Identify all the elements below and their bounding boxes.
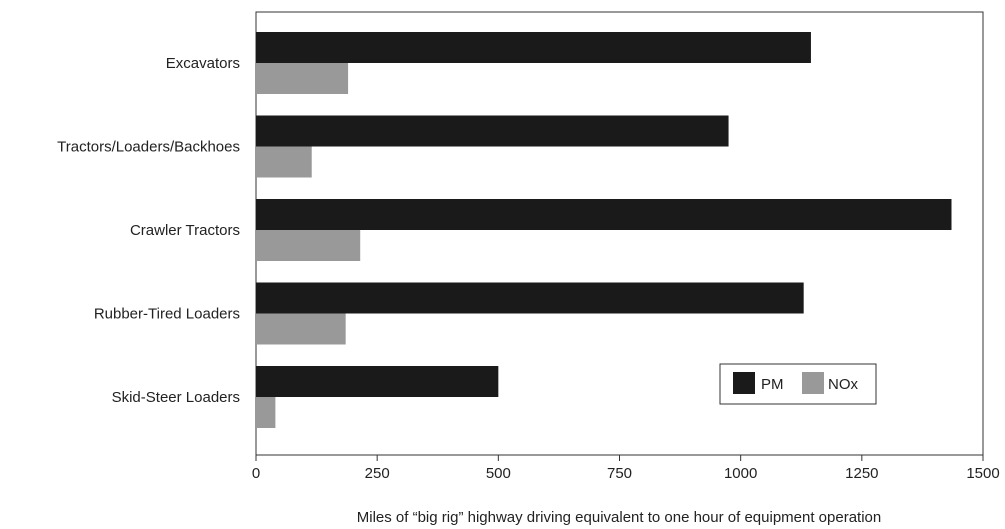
legend-label-pm: PM [761, 376, 784, 393]
category-labels: Excavators Tractors/Loaders/Backhoes Crawl… [57, 55, 240, 406]
bar-rubber-tired-loaders-nox [256, 313, 346, 345]
bar-rubber-tired-loaders-pm [256, 282, 804, 314]
legend: PM NOx [719, 363, 877, 405]
x-tick-label-500: 500 [486, 465, 511, 482]
bar-excavators-nox [256, 63, 349, 94]
x-tick-label-1000: 1000 [724, 465, 757, 482]
legend-swatch-pm [733, 372, 755, 394]
x-tick-label-1500: 1500 [966, 465, 999, 482]
x-axis-ticks: 0 250 500 750 1000 1250 1500 [252, 455, 1000, 482]
category-label-crawler-tractors: Crawler Tractors [130, 222, 240, 239]
x-tick-label-750: 750 [607, 465, 632, 482]
legend-label-nox: NOx [828, 376, 859, 393]
bars-group [256, 32, 952, 428]
category-label-skid-steer-loaders: Skid-Steer Loaders [112, 389, 240, 406]
category-label-rubber-tired-loaders: Rubber-Tired Loaders [94, 306, 240, 323]
bar-crawler-tractors-nox [256, 230, 361, 261]
x-tick-label-0: 0 [252, 465, 260, 482]
bar-tractors-loaders-backhoes-pm [256, 115, 729, 147]
bar-excavators-pm [256, 32, 811, 63]
legend-swatch-nox [802, 372, 824, 394]
bar-tractors-loaders-backhoes-nox [256, 146, 312, 178]
x-tick-label-1250: 1250 [845, 465, 878, 482]
category-label-excavators: Excavators [166, 55, 240, 72]
bar-skid-steer-loaders-pm [256, 366, 499, 397]
category-label-tractors-loaders-backhoes: Tractors/Loaders/Backhoes [57, 139, 240, 156]
bar-crawler-tractors-pm [256, 199, 952, 230]
bar-skid-steer-loaders-nox [256, 397, 276, 428]
x-tick-label-250: 250 [365, 465, 390, 482]
x-axis-title: Miles of “big rig” highway driving equiv… [357, 509, 881, 526]
